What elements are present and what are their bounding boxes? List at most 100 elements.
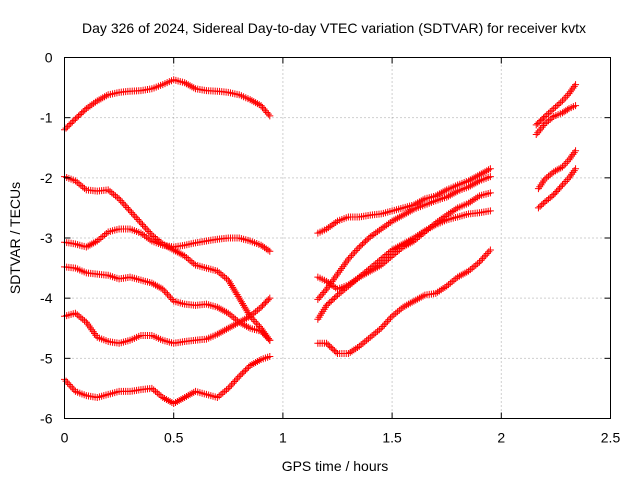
data-point — [558, 163, 566, 171]
data-point — [543, 118, 551, 126]
data-point — [426, 224, 434, 232]
data-point — [215, 329, 223, 337]
data-point — [534, 204, 542, 212]
data-point — [390, 216, 398, 224]
data-point — [461, 269, 469, 277]
data-point — [232, 289, 240, 297]
data-point — [417, 229, 425, 237]
data-point — [415, 230, 423, 238]
data-point — [448, 190, 456, 198]
data-point — [186, 82, 194, 90]
data-point — [75, 112, 83, 120]
data-point — [548, 192, 556, 200]
data-point — [120, 200, 128, 208]
data-point — [472, 173, 480, 181]
data-point — [383, 257, 391, 265]
data-point — [450, 276, 458, 284]
data-point — [546, 194, 554, 202]
data-point — [99, 232, 107, 240]
series-track-o — [534, 165, 580, 212]
data-point — [166, 397, 174, 405]
data-point — [323, 339, 331, 347]
data-point — [78, 109, 86, 117]
data-point — [177, 250, 185, 258]
data-point — [415, 198, 423, 206]
data-point — [532, 131, 540, 139]
data-point — [238, 300, 246, 308]
data-point — [556, 184, 564, 192]
data-point — [232, 320, 240, 328]
data-point — [230, 285, 238, 293]
data-point — [153, 282, 161, 290]
data-point — [259, 103, 267, 111]
data-point — [401, 302, 409, 310]
data-point — [330, 347, 338, 355]
data-point — [150, 280, 158, 288]
data-point — [159, 393, 167, 401]
data-point — [250, 98, 258, 106]
data-point — [71, 177, 79, 185]
data-point — [570, 149, 578, 157]
data-point — [386, 248, 394, 256]
data-point — [357, 272, 365, 280]
data-point — [366, 233, 374, 241]
data-point — [445, 281, 453, 289]
data-point — [383, 251, 391, 259]
data-point — [248, 361, 256, 369]
data-point — [62, 377, 70, 385]
data-point — [330, 294, 338, 302]
data-point — [162, 289, 170, 297]
data-point — [266, 336, 274, 344]
data-point — [486, 246, 494, 254]
data-point — [320, 289, 328, 297]
data-point — [382, 319, 390, 327]
data-point — [73, 311, 81, 319]
data-point — [160, 287, 168, 295]
data-point — [408, 235, 416, 243]
data-point — [217, 390, 225, 398]
data-point — [538, 201, 546, 209]
data-point — [81, 317, 89, 325]
series-track-m — [532, 102, 580, 139]
data-point — [324, 341, 332, 349]
data-point — [324, 300, 332, 308]
data-point — [240, 368, 248, 376]
data-point — [474, 193, 482, 201]
data-point — [470, 180, 478, 188]
data-points — [61, 76, 580, 407]
chart-title: Day 326 of 2024, Sidereal Day-to-day VTE… — [82, 20, 586, 36]
data-point — [70, 386, 78, 394]
data-point — [264, 246, 272, 254]
data-point — [346, 253, 354, 261]
data-point — [397, 305, 405, 313]
data-point — [252, 319, 260, 327]
data-point — [260, 105, 268, 113]
data-point — [323, 301, 331, 309]
data-point — [570, 82, 578, 90]
data-point — [62, 124, 70, 132]
data-point — [124, 205, 132, 213]
data-point — [546, 115, 554, 123]
data-point — [145, 228, 153, 236]
data-point — [560, 95, 568, 103]
data-point — [546, 108, 554, 116]
data-point — [155, 283, 163, 291]
data-point — [146, 236, 154, 244]
data-point — [482, 251, 490, 259]
data-point — [255, 305, 263, 313]
data-point — [374, 228, 382, 236]
data-point — [264, 110, 272, 118]
data-point — [86, 241, 94, 249]
data-point — [399, 303, 407, 311]
data-point — [259, 302, 267, 310]
data-point — [188, 258, 196, 266]
data-point — [450, 189, 458, 197]
series-track-c — [61, 225, 274, 255]
data-point — [327, 297, 335, 305]
data-point — [569, 150, 577, 158]
data-point — [215, 392, 223, 400]
data-point — [381, 258, 389, 266]
data-point — [557, 183, 565, 191]
data-point — [135, 217, 143, 225]
data-point — [350, 346, 358, 354]
